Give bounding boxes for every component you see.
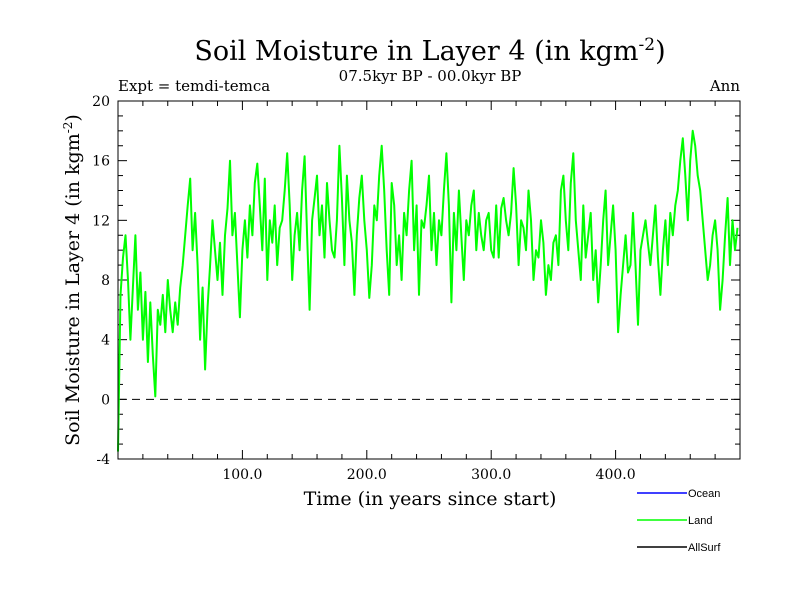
- y-tick-label: 0: [101, 392, 110, 408]
- y-axis-label-main: Soil Moisture in Layer 4 (in kgm: [62, 133, 84, 446]
- chart-title-close: ): [655, 36, 666, 67]
- chart-title: Soil Moisture in Layer 4 (in kgm-2): [194, 35, 665, 67]
- legend-label-ocean: Ocean: [688, 488, 720, 500]
- experiment-note: Expt = temdi-temca: [118, 77, 270, 95]
- land-series-line: [117, 129, 739, 452]
- x-axis-label: Time (in years since start): [304, 488, 557, 510]
- chart-title-main: Soil Moisture in Layer 4 (in kgm: [194, 36, 638, 67]
- legend-label-land: Land: [688, 515, 712, 527]
- legend-label-allsurf: AllSurf: [688, 542, 721, 554]
- y-tick-label: 4: [101, 333, 110, 349]
- y-tick-label: 20: [92, 94, 110, 110]
- season-note: Ann: [709, 77, 740, 95]
- y-tick-label: 16: [92, 154, 110, 170]
- chart-title-sup: -2: [639, 35, 656, 55]
- x-tick-label: 100.0: [222, 467, 262, 483]
- x-tick-label: 300.0: [471, 467, 511, 483]
- y-tick-label: 8: [101, 273, 110, 289]
- y-tick-label: 12: [92, 213, 110, 229]
- ticks-layer: -4 0 4 8 12 16 20 100.0 200.0 300.0 400.0: [92, 94, 740, 483]
- y-axis-label: Soil Moisture in Layer 4 (in kgm-2): [61, 114, 84, 446]
- legend: Ocean Land AllSurf: [637, 488, 721, 554]
- y-tick-label: -4: [96, 452, 110, 468]
- plot-frame: [117, 100, 741, 460]
- y-axis-label-close: ): [62, 114, 84, 121]
- y-axis-label-sup: -2: [61, 122, 75, 134]
- x-tick-label: 400.0: [596, 467, 636, 483]
- chart-subtitle: 07.5kyr BP - 00.0kyr BP: [339, 67, 522, 85]
- x-tick-label: 200.0: [347, 467, 387, 483]
